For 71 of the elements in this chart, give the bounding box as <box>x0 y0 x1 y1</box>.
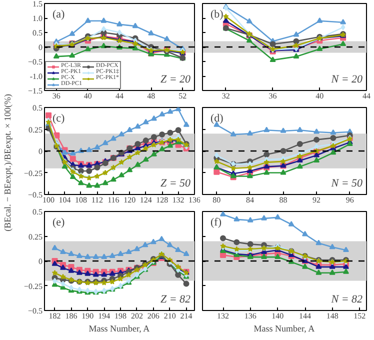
y-tick-label: -1.0 <box>30 72 43 81</box>
x-tick-label: 96 <box>346 196 354 204</box>
y-tick-label: 0.5 <box>32 104 42 112</box>
x-tick-label: 214 <box>180 312 192 320</box>
annotation: N = 20 <box>330 74 363 86</box>
annotation: Z = 82 <box>160 294 191 306</box>
y-tick-label: −0.5 <box>28 58 43 66</box>
x-tick-label: 48 <box>147 92 156 100</box>
x-tick-label: 144 <box>299 312 311 320</box>
y-tick-label: 0 <box>38 147 42 156</box>
x-tick-label: 40 <box>84 92 92 100</box>
x-tick-label: 104 <box>58 196 71 204</box>
annotation: (f) <box>210 216 222 228</box>
x-tick-label: 210 <box>164 312 176 320</box>
y-tick-label: 1.5 <box>32 0 42 8</box>
y-tick-label: 1.0 <box>32 14 42 23</box>
annotation: (b) <box>210 8 224 20</box>
y-tick-label: 0.5 <box>32 28 42 38</box>
annotation: (d) <box>210 112 224 124</box>
y-tick-label: −0.25 <box>24 282 43 291</box>
y-axis-title: (BEcal. − BEexpt.)/BEexpt. × 100(%) <box>2 94 12 232</box>
x-tick-label: 84 <box>246 196 254 204</box>
x-tick-label: 108 <box>74 196 87 204</box>
annotation: N = 50 <box>330 178 363 190</box>
x-tick-label: 202 <box>130 312 143 320</box>
x-tick-label: 32 <box>222 92 230 100</box>
x-axis-title: Mass Number, A <box>88 324 150 334</box>
x-tick-label: 44 <box>362 92 370 100</box>
x-tick-label: 194 <box>98 312 110 320</box>
annotation: Z = 50 <box>160 178 191 190</box>
y-tick-label: 0 <box>38 43 42 52</box>
y-tick-label: −0.5 <box>28 190 43 200</box>
x-tick-label: 148 <box>326 312 338 320</box>
x-tick-label: 124 <box>140 196 152 204</box>
x-tick-label: 36 <box>52 92 60 100</box>
x-tick-label: 132 <box>217 312 229 320</box>
x-tick-label: 136 <box>244 312 256 320</box>
x-tick-label: 182 <box>48 312 61 320</box>
x-tick-label: 186 <box>65 312 78 320</box>
y-tick-label: −1.5 <box>28 86 43 96</box>
x-tick-label: 190 <box>82 312 94 320</box>
x-tick-label: 132 <box>172 196 184 204</box>
x-tick-label: 120 <box>124 196 136 204</box>
x-tick-label: 80 <box>212 196 221 204</box>
annotation: (c) <box>52 112 66 124</box>
annotation: Z = 20 <box>160 74 191 86</box>
x-tick-label: 100 <box>42 196 55 204</box>
x-tick-label: 92 <box>312 196 321 204</box>
annotation: (e) <box>52 216 66 228</box>
y-tick-label: 0.25 <box>28 232 42 242</box>
y-tick-label: 0 <box>38 257 42 266</box>
x-tick-label: 136 <box>188 196 200 204</box>
y-tick-label: −0.25 <box>24 168 43 178</box>
x-tick-label: 140 <box>272 312 284 320</box>
x-tick-label: 206 <box>147 312 160 320</box>
x-tick-label: 88 <box>279 196 288 204</box>
x-tick-label: 116 <box>108 196 120 204</box>
x-tick-label: 198 <box>114 312 127 320</box>
x-tick-label: 44 <box>116 92 124 100</box>
y-tick-label: −0.5 <box>28 306 43 316</box>
x-tick-label: 128 <box>156 196 168 204</box>
x-axis-title: Mass Number, A <box>254 324 316 334</box>
x-tick-label: 40 <box>316 92 324 100</box>
x-tick-label: 36 <box>268 92 277 100</box>
y-tick-label: 0.25 <box>28 125 42 134</box>
x-tick-label: 112 <box>91 196 104 204</box>
annotation: N = 82 <box>330 294 363 306</box>
x-tick-label: 152 <box>354 312 366 320</box>
x-tick-label: 52 <box>178 92 187 100</box>
y-tick-label: 0.5 <box>32 208 42 216</box>
annotation: (a) <box>52 8 66 20</box>
